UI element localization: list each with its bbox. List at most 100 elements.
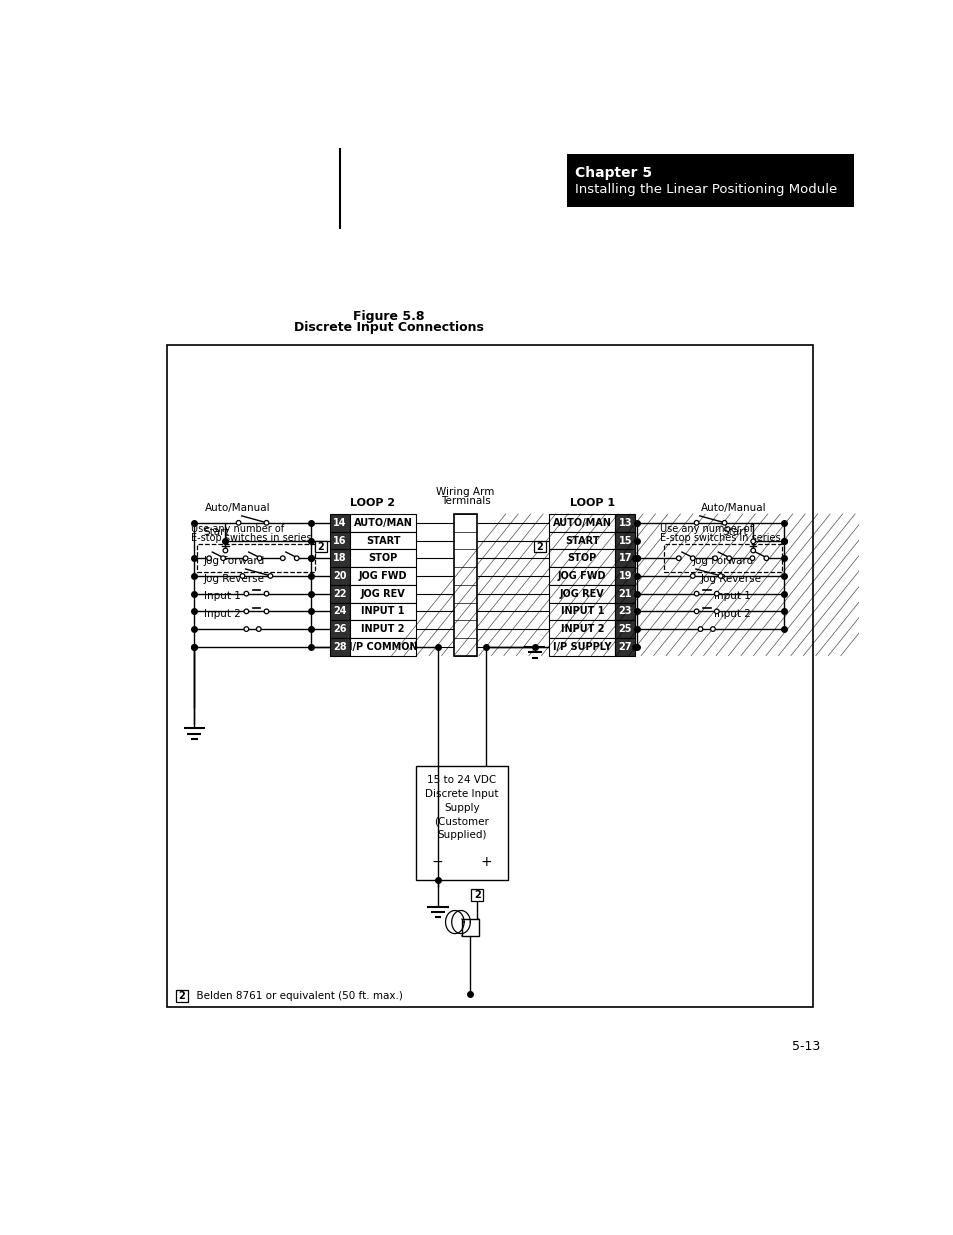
Circle shape bbox=[694, 592, 699, 597]
Text: 27: 27 bbox=[618, 642, 632, 652]
Circle shape bbox=[721, 520, 726, 525]
Bar bbox=[549, 603, 615, 620]
Circle shape bbox=[264, 520, 269, 525]
Bar bbox=[330, 585, 350, 603]
Bar bbox=[350, 620, 416, 638]
Text: Terminals: Terminals bbox=[440, 496, 490, 506]
Bar bbox=[330, 567, 350, 585]
Text: JOG FWD: JOG FWD bbox=[358, 571, 407, 580]
Text: Start: Start bbox=[721, 526, 747, 537]
Bar bbox=[330, 514, 350, 531]
Circle shape bbox=[244, 609, 249, 614]
Bar bbox=[416, 766, 507, 879]
Bar bbox=[330, 531, 350, 550]
Circle shape bbox=[714, 592, 719, 597]
Circle shape bbox=[294, 556, 298, 561]
Text: Input 1: Input 1 bbox=[204, 592, 240, 601]
Circle shape bbox=[268, 573, 273, 578]
Text: LOOP 2: LOOP 2 bbox=[350, 498, 395, 508]
Bar bbox=[663, 545, 781, 572]
Text: 17: 17 bbox=[618, 553, 632, 563]
Text: +: + bbox=[479, 855, 491, 869]
Text: 24: 24 bbox=[333, 606, 347, 616]
Bar bbox=[350, 638, 416, 656]
Text: START: START bbox=[564, 536, 598, 546]
Bar bbox=[615, 567, 635, 585]
Text: JOG REV: JOG REV bbox=[360, 589, 405, 599]
Bar bbox=[615, 550, 635, 567]
Circle shape bbox=[220, 556, 225, 561]
Text: 26: 26 bbox=[333, 624, 347, 634]
Text: JOG REV: JOG REV bbox=[559, 589, 604, 599]
Circle shape bbox=[763, 556, 768, 561]
Bar bbox=[350, 531, 416, 550]
Text: Auto/Manual: Auto/Manual bbox=[700, 503, 765, 513]
Bar bbox=[350, 603, 416, 620]
Circle shape bbox=[240, 573, 245, 578]
Text: 18: 18 bbox=[333, 553, 347, 563]
Text: INPUT 2: INPUT 2 bbox=[361, 624, 404, 634]
Bar bbox=[615, 638, 635, 656]
Text: Supplied): Supplied) bbox=[436, 830, 486, 841]
Text: 20: 20 bbox=[333, 571, 347, 580]
Text: Jog Reverse: Jog Reverse bbox=[204, 573, 264, 584]
Bar bbox=[330, 620, 350, 638]
Bar bbox=[350, 567, 416, 585]
Bar bbox=[534, 541, 545, 552]
Text: Input 1: Input 1 bbox=[714, 592, 751, 601]
Text: STOP: STOP bbox=[567, 553, 597, 563]
Circle shape bbox=[698, 626, 702, 631]
Text: Jog Forward: Jog Forward bbox=[692, 556, 753, 566]
Bar bbox=[471, 889, 482, 900]
Circle shape bbox=[257, 556, 261, 561]
Circle shape bbox=[726, 556, 731, 561]
Circle shape bbox=[712, 556, 717, 561]
Circle shape bbox=[750, 548, 755, 553]
Text: Start: Start bbox=[204, 526, 229, 537]
Circle shape bbox=[718, 573, 722, 578]
Circle shape bbox=[264, 592, 269, 597]
Text: 2: 2 bbox=[474, 890, 480, 900]
Text: 15 to 24 VDC: 15 to 24 VDC bbox=[427, 776, 496, 785]
Circle shape bbox=[280, 556, 285, 561]
Text: STOP: STOP bbox=[368, 553, 397, 563]
Bar bbox=[350, 514, 416, 531]
Bar bbox=[330, 603, 350, 620]
Bar bbox=[454, 514, 476, 656]
Text: Input 2: Input 2 bbox=[204, 609, 240, 619]
Bar bbox=[167, 345, 812, 1007]
Circle shape bbox=[223, 548, 228, 553]
Text: (Customer: (Customer bbox=[434, 816, 489, 826]
Text: Wiring Arm: Wiring Arm bbox=[436, 487, 495, 496]
Bar bbox=[615, 585, 635, 603]
Text: I/P SUPPLY: I/P SUPPLY bbox=[553, 642, 611, 652]
Text: 2: 2 bbox=[537, 542, 543, 552]
Text: Auto/Manual: Auto/Manual bbox=[205, 503, 271, 513]
Circle shape bbox=[694, 520, 699, 525]
Text: 2: 2 bbox=[317, 542, 324, 552]
Text: Chapter 5: Chapter 5 bbox=[575, 165, 652, 180]
Circle shape bbox=[207, 556, 212, 561]
Text: E-stop switches in series: E-stop switches in series bbox=[191, 532, 311, 543]
Text: 16: 16 bbox=[333, 536, 347, 546]
Bar bbox=[549, 638, 615, 656]
Circle shape bbox=[243, 556, 248, 561]
Bar bbox=[549, 514, 615, 531]
Text: Figure 5.8: Figure 5.8 bbox=[353, 310, 424, 324]
Bar bbox=[549, 567, 615, 585]
Text: Installing the Linear Positioning Module: Installing the Linear Positioning Module bbox=[575, 183, 837, 196]
Circle shape bbox=[223, 538, 228, 543]
Bar bbox=[615, 603, 635, 620]
Circle shape bbox=[244, 626, 249, 631]
Text: Discrete Input: Discrete Input bbox=[425, 789, 498, 799]
Circle shape bbox=[749, 556, 754, 561]
Text: INPUT 1: INPUT 1 bbox=[361, 606, 404, 616]
Text: Use any number of: Use any number of bbox=[191, 524, 283, 534]
Circle shape bbox=[690, 573, 695, 578]
Text: Input 2: Input 2 bbox=[714, 609, 751, 619]
Text: 25: 25 bbox=[618, 624, 632, 634]
Text: I/P COMMON: I/P COMMON bbox=[349, 642, 417, 652]
Text: Supply: Supply bbox=[443, 803, 479, 813]
Bar bbox=[615, 514, 635, 531]
Text: Belden 8761 or equivalent (50 ft. max.): Belden 8761 or equivalent (50 ft. max.) bbox=[190, 990, 402, 1002]
